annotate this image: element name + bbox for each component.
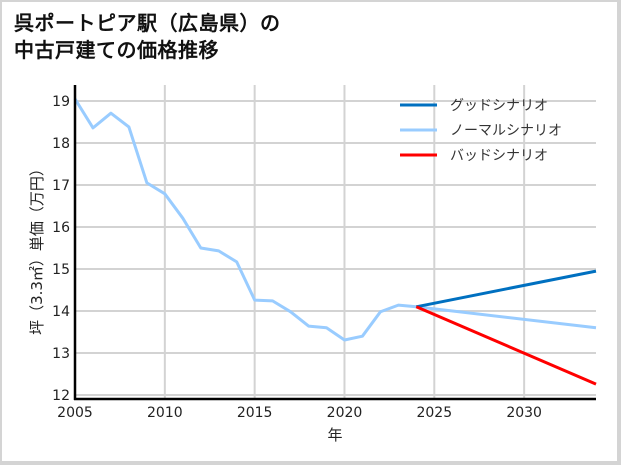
x-tick-labels: 2005 2010 2015 2020 2025 2030 bbox=[57, 405, 542, 421]
series-line bbox=[415, 305, 597, 386]
series-lines bbox=[73, 98, 597, 386]
y-tick-label: 19 bbox=[52, 94, 70, 110]
series-line bbox=[73, 98, 597, 342]
chart-title-line1: 呉ポートピア駅（広島県）の bbox=[14, 11, 281, 35]
x-tick-label: 2025 bbox=[416, 405, 452, 421]
y-tick-label: 18 bbox=[52, 136, 70, 152]
legend-label: グッドシナリオ bbox=[450, 98, 548, 114]
x-tick-label: 2010 bbox=[147, 405, 183, 421]
y-tick-label: 16 bbox=[52, 220, 70, 236]
y-tick-labels: 12 13 14 15 16 17 18 19 bbox=[52, 94, 70, 404]
x-tick-label: 2015 bbox=[237, 405, 273, 421]
y-tick-label: 17 bbox=[52, 178, 70, 194]
y-tick-label: 14 bbox=[52, 304, 70, 320]
x-tick-label: 2005 bbox=[57, 405, 93, 421]
chart-title: 呉ポートピア駅（広島県）の 中古戸建ての価格推移 bbox=[14, 10, 281, 64]
x-tick-label: 2020 bbox=[327, 405, 363, 421]
y-tick-label: 15 bbox=[52, 262, 70, 278]
legend-label: バッドシナリオ bbox=[450, 148, 548, 164]
axes bbox=[73, 85, 596, 401]
x-axis-label: 年 bbox=[327, 426, 342, 444]
y-tick-label: 12 bbox=[52, 388, 70, 404]
y-axis-label: 坪（3.3㎡）単価（万円） bbox=[28, 161, 46, 335]
gridlines bbox=[74, 85, 596, 399]
x-tick-label: 2030 bbox=[506, 405, 542, 421]
series-line bbox=[416, 269, 597, 309]
chart-title-line2: 中古戸建ての価格推移 bbox=[14, 38, 219, 62]
legend-label: ノーマルシナリオ bbox=[450, 123, 562, 139]
y-tick-label: 13 bbox=[52, 346, 70, 362]
